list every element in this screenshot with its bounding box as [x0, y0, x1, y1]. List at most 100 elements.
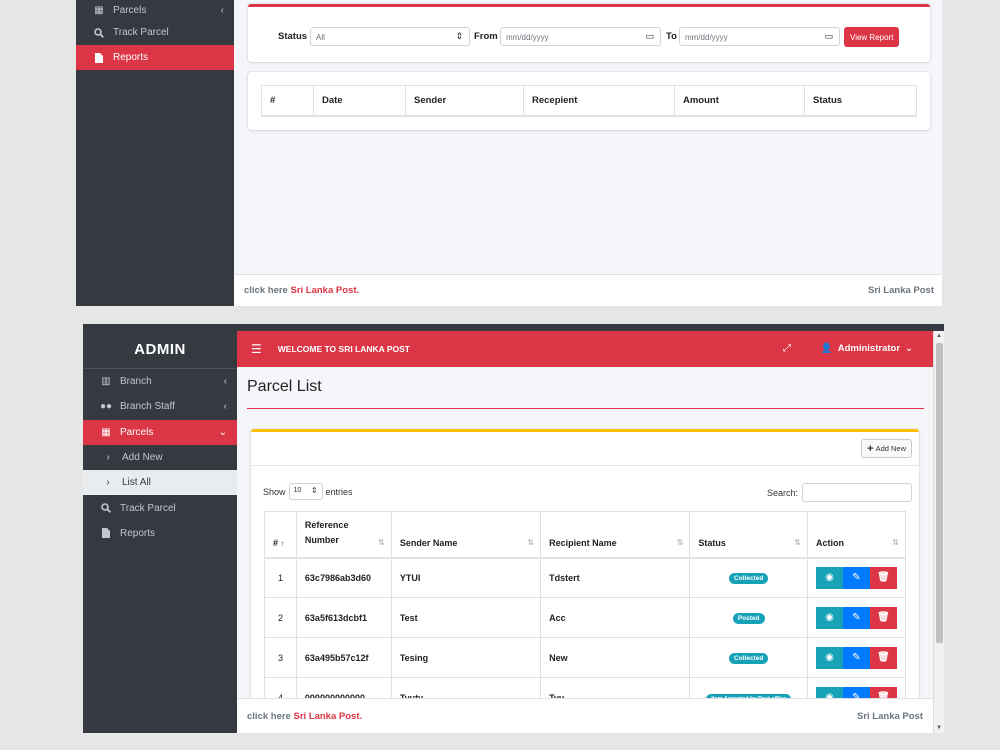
- delete-button[interactable]: 🗑: [869, 646, 897, 669]
- footer: click here Sri Lanka Post. Sri Lanka Pos…: [234, 274, 942, 306]
- edit-button[interactable]: ✎: [842, 566, 870, 589]
- add-new-button[interactable]: + Add New: [861, 439, 912, 458]
- report-table-card: # Date Sender Recepient Amount Status: [248, 72, 930, 130]
- calendar-icon[interactable]: ▭: [645, 31, 654, 41]
- sidebar-item-label: Reports: [113, 52, 149, 63]
- column-header[interactable]: #: [262, 86, 314, 115]
- column-header-label: Recipient Name: [549, 537, 617, 548]
- search-input[interactable]: [802, 483, 912, 502]
- vertical-scrollbar[interactable]: ▲ ▼: [933, 331, 944, 733]
- sidebar-item-branch[interactable]: ▥ Branch ‹: [83, 369, 237, 394]
- from-date-input[interactable]: mm/dd/yyyy ▭: [500, 27, 661, 46]
- footer-right: Sri Lanka Post: [868, 285, 934, 296]
- brand-logo[interactable]: ADMIN: [83, 331, 237, 369]
- column-header[interactable]: Recepient: [524, 86, 675, 115]
- parcel-list-window: ADMIN ▥ Branch ‹ ●● Branch Staff ‹ ▦ Par…: [83, 324, 944, 733]
- sidebar-item-parcels[interactable]: ▦ Parcels ‹: [76, 0, 234, 20]
- trash-icon: 🗑: [877, 572, 890, 584]
- column-header[interactable]: Date: [314, 86, 406, 115]
- column-header-recipient[interactable]: Recipient Name ⇅: [540, 511, 691, 559]
- sort-icon: ⇅: [378, 537, 385, 547]
- sidebar-item-parcels[interactable]: ▦ Parcels ⌄: [83, 419, 237, 445]
- column-header-label: #: [273, 537, 279, 548]
- to-date-input[interactable]: mm/dd/yyyy ▭: [679, 27, 840, 46]
- delete-button[interactable]: 🗑: [869, 606, 897, 629]
- footer-link[interactable]: Sri Lanka Post.: [290, 285, 360, 296]
- status-label: Status: [278, 31, 308, 42]
- column-header-label: Reference Number: [304, 519, 349, 545]
- sidebar-item-add-new[interactable]: › Add New: [83, 445, 237, 470]
- column-header-action[interactable]: Action ⇅: [806, 511, 907, 559]
- action-cell: ◉ ✎ 🗑: [806, 637, 907, 678]
- table-row: 1 63c7986ab3d60 YTUI Tdstert Collected ◉…: [264, 557, 907, 598]
- report-table-header: # Date Sender Recepient Amount Status: [261, 85, 917, 117]
- window-top-strip: [83, 324, 944, 331]
- row-number: 2: [264, 597, 297, 638]
- search-icon: [99, 503, 113, 514]
- row-number: 1: [264, 557, 297, 598]
- sidebar-item-reports[interactable]: Reports: [76, 45, 234, 70]
- column-header-sender[interactable]: Sender Name ⇅: [390, 511, 542, 559]
- table-search: Search:: [767, 483, 912, 502]
- file-icon: [92, 52, 106, 63]
- footer-link[interactable]: Sri Lanka Post.: [293, 710, 363, 722]
- fullscreen-icon[interactable]: ⤢: [783, 343, 791, 354]
- column-header[interactable]: Sender: [406, 86, 524, 115]
- view-report-button[interactable]: View Report: [844, 27, 900, 47]
- edit-icon: ✎: [852, 612, 861, 623]
- column-header-reference[interactable]: Reference Number ⇅: [295, 511, 392, 559]
- scroll-up-icon[interactable]: ▲: [936, 333, 942, 339]
- footer: click here Sri Lanka Post. Sri Lanka Pos…: [237, 698, 933, 733]
- eye-icon: ◉: [816, 687, 843, 709]
- delete-button[interactable]: 🗑: [869, 566, 897, 589]
- select-arrows-icon: ⇕: [310, 486, 318, 495]
- footer-prefix: click here: [247, 710, 291, 722]
- sidebar-item-label: Track Parcel: [120, 502, 176, 514]
- user-icon: 👤: [820, 343, 833, 354]
- sidebar-item-label: Branch Staff: [120, 401, 175, 413]
- footer-right: Sri Lanka Post: [857, 710, 923, 722]
- page-length-control: Show 10 ⇕ entries: [263, 483, 353, 500]
- scroll-down-icon[interactable]: ▼: [936, 725, 942, 731]
- sidebar-item-track-parcel[interactable]: Track Parcel: [76, 20, 234, 45]
- reference-number: 63c7986ab3d60: [295, 557, 392, 598]
- view-button[interactable]: ◉: [815, 606, 843, 629]
- status-cell: Collected: [689, 557, 808, 598]
- from-label: From: [474, 31, 498, 42]
- sidebar-item-list-all[interactable]: › List All: [83, 470, 237, 496]
- table-row: 3 63a495b57c12f Tesing New Collected ◉ ✎…: [264, 637, 907, 678]
- column-header[interactable]: Amount: [675, 86, 805, 115]
- chevron-down-icon: ⌄: [905, 343, 913, 354]
- entries-select[interactable]: 10 ⇕: [288, 483, 323, 500]
- edit-icon: ✎: [843, 687, 870, 709]
- sidebar-item-track-parcel[interactable]: Track Parcel: [83, 495, 237, 520]
- column-header[interactable]: Status: [813, 95, 843, 106]
- plus-icon: +: [867, 442, 874, 455]
- column-header-status[interactable]: Status ⇅: [689, 511, 808, 559]
- view-button[interactable]: ◉: [815, 646, 843, 669]
- user-menu[interactable]: 👤 Administrator ⌄: [821, 343, 913, 354]
- hamburger-menu-icon[interactable]: ☰: [251, 342, 262, 356]
- edit-button[interactable]: ✎: [842, 646, 870, 669]
- welcome-text: WELCOME TO SRI LANKA POST: [277, 344, 410, 354]
- recipient-name: New: [540, 637, 691, 678]
- trash-icon: 🗑: [877, 612, 890, 623]
- column-header-number[interactable]: # ↑: [264, 511, 297, 559]
- entries-value: 10: [293, 487, 302, 494]
- top-navbar: ☰ WELCOME TO SRI LANKA POST ⤢ 👤 Administ…: [237, 331, 933, 367]
- sidebar-item-reports[interactable]: Reports: [83, 521, 237, 546]
- column-header-label: Sender Name: [399, 537, 458, 548]
- edit-button[interactable]: ✎: [842, 606, 870, 629]
- table-row: 2 63a5f613dcbf1 Test Acc Posted ◉ ✎ 🗑: [264, 597, 907, 638]
- chevron-right-icon: ›: [106, 452, 110, 464]
- footer-left: click here Sri Lanka Post.: [247, 711, 362, 722]
- eye-icon: ◉: [825, 612, 834, 623]
- sidebar-item-branch-staff[interactable]: ●● Branch Staff ‹: [83, 394, 237, 419]
- scrollbar-thumb[interactable]: [936, 343, 943, 643]
- entries-label: entries: [325, 486, 353, 497]
- view-button[interactable]: ◉: [815, 566, 843, 589]
- recipient-name: Acc: [540, 597, 691, 638]
- status-select[interactable]: All ⇕: [310, 27, 470, 46]
- report-filter-card: Status All ⇕ From mm/dd/yyyy ▭ To mm/dd/…: [248, 4, 930, 62]
- calendar-icon[interactable]: ▭: [824, 31, 833, 41]
